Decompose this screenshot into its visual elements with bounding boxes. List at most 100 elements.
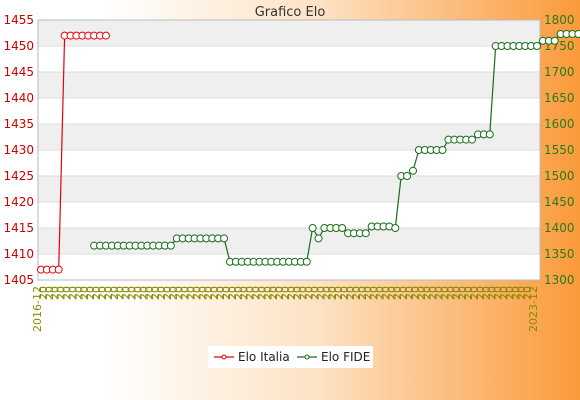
left-tick-label: 1445 bbox=[3, 65, 34, 79]
x-tick-label: 20 bbox=[214, 286, 227, 300]
point-elo-fide bbox=[409, 166, 417, 175]
x-tick-label: 20 bbox=[279, 286, 292, 300]
x-tick-label: 20 bbox=[226, 286, 239, 300]
x-tick-label: 20 bbox=[314, 286, 327, 300]
x-tick-label: 20 bbox=[37, 286, 50, 300]
right-tick-label: 1600 bbox=[544, 117, 575, 131]
left-tick-label: 1435 bbox=[3, 117, 34, 131]
right-tick-label: 1800 bbox=[544, 13, 575, 27]
x-tick-label: 20 bbox=[84, 286, 97, 300]
x-tick-label: 20 bbox=[297, 286, 310, 300]
x-tick-label: 20 bbox=[261, 286, 274, 300]
left-tick-label: 1450 bbox=[3, 39, 34, 53]
x-tick-label: 20 bbox=[433, 286, 446, 300]
x-tick-label: 20 bbox=[521, 286, 534, 300]
point-elo-italia bbox=[54, 265, 63, 274]
x-tick-label: 20 bbox=[167, 286, 180, 300]
right-tick-label: 1500 bbox=[544, 169, 575, 183]
plot-band bbox=[38, 150, 540, 176]
left-tick-label: 1430 bbox=[3, 143, 34, 157]
x-tick-label: 20 bbox=[43, 286, 56, 300]
legend-label-elo-fide: Elo FIDE bbox=[321, 350, 370, 364]
x-tick-label: 20 bbox=[291, 286, 304, 300]
x-tick-label: 20 bbox=[96, 286, 109, 300]
x-tick-label: 20 bbox=[143, 286, 156, 300]
x-tick-label: 20 bbox=[456, 286, 469, 300]
plot-frame bbox=[37, 19, 541, 281]
x-tick-label: 20 bbox=[179, 286, 192, 300]
x-tick-label: 20 bbox=[450, 286, 463, 300]
x-tick-label: 20 bbox=[285, 286, 298, 300]
left-tick-label: 1425 bbox=[3, 169, 34, 183]
point-elo-fide bbox=[166, 241, 175, 250]
right-tick-label: 1450 bbox=[544, 195, 575, 209]
point-elo-fide bbox=[220, 234, 229, 243]
x-tick-label: 20 bbox=[338, 286, 351, 300]
x-tick-label: 20 bbox=[66, 286, 79, 300]
x-tick-label: 20 bbox=[421, 286, 434, 300]
left-tick-label: 1415 bbox=[3, 221, 34, 235]
right-tick-label: 1650 bbox=[544, 91, 575, 105]
x-tick-label: 20 bbox=[61, 286, 74, 300]
x-tick-label: 20 bbox=[356, 286, 369, 300]
x-tick-label: 20 bbox=[515, 286, 528, 300]
x-tick-label: 20 bbox=[379, 286, 392, 300]
right-tick-label: 1350 bbox=[544, 247, 575, 261]
x-tick-label: 20 bbox=[503, 286, 516, 300]
x-tick-label: 20 bbox=[474, 286, 487, 300]
x-tick-label: 20 bbox=[78, 286, 91, 300]
x-tick-label: 20 bbox=[202, 286, 215, 300]
x-tick-label: 20 bbox=[391, 286, 404, 300]
left-tick-label: 1440 bbox=[3, 91, 34, 105]
x-tick-label: 20 bbox=[373, 286, 386, 300]
x-tick-label: 20 bbox=[368, 286, 381, 300]
x-tick-label: 20 bbox=[161, 286, 174, 300]
point-elo-fide bbox=[574, 30, 580, 39]
x-tick-label: 20 bbox=[131, 286, 144, 300]
x-tick-label: 20 bbox=[185, 286, 198, 300]
point-elo-fide bbox=[438, 146, 447, 154]
x-tick-label: 20 bbox=[173, 286, 186, 300]
left-tick-label: 1420 bbox=[3, 195, 34, 209]
plot-band bbox=[38, 176, 540, 202]
right-tick-label: 1550 bbox=[544, 143, 575, 157]
x-tick-label: 20 bbox=[344, 286, 357, 300]
x-tick-label: 20 bbox=[125, 286, 138, 300]
x-tick-label: 20 bbox=[385, 286, 398, 300]
point-elo-fide bbox=[314, 234, 323, 243]
left-tick-label: 1405 bbox=[3, 273, 34, 287]
x-tick-label: 20 bbox=[72, 286, 85, 300]
x-tick-label: 20 bbox=[49, 286, 62, 300]
plot-band bbox=[38, 20, 540, 46]
x-tick-label: 20 bbox=[403, 286, 416, 300]
x-tick-label: 20 bbox=[480, 286, 493, 300]
plot-band bbox=[38, 98, 540, 124]
x-tick-label: 20 bbox=[462, 286, 475, 300]
x-tick-label: 20 bbox=[468, 286, 481, 300]
x-tick-label: 20 bbox=[509, 286, 522, 300]
x-tick-label: 20 bbox=[273, 286, 286, 300]
right-tick-label: 1700 bbox=[544, 65, 575, 79]
x-tick-label: 20 bbox=[332, 286, 345, 300]
x-tick-label: 20 bbox=[492, 286, 505, 300]
x-tick-label: 20 bbox=[409, 286, 422, 300]
x-tick-label: 2016-12 bbox=[31, 286, 44, 332]
legend-marker-elo-italia bbox=[221, 354, 227, 360]
x-tick-label: 20 bbox=[486, 286, 499, 300]
x-tick-label: 20 bbox=[238, 286, 251, 300]
x-tick-label: 20 bbox=[267, 286, 280, 300]
x-tick-label: 20 bbox=[255, 286, 268, 300]
point-elo-fide bbox=[485, 130, 494, 139]
point-elo-fide bbox=[302, 257, 311, 266]
x-tick-label: 20 bbox=[114, 286, 127, 300]
point-elo-fide bbox=[308, 224, 317, 232]
x-tick-label: 20 bbox=[120, 286, 133, 300]
x-tick-label: 20 bbox=[108, 286, 121, 300]
x-tick-label: 20 bbox=[102, 286, 115, 300]
point-elo-italia bbox=[101, 31, 110, 40]
x-tick-label: 20 bbox=[190, 286, 203, 300]
x-tick-label: 20 bbox=[196, 286, 209, 300]
legend-label-elo-italia: Elo Italia bbox=[238, 350, 290, 364]
